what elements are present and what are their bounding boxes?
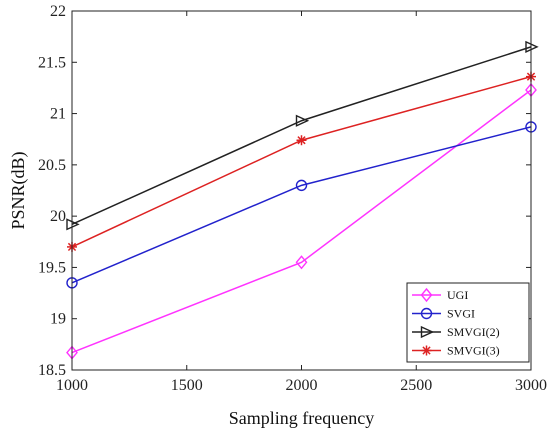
legend-label: SMVGI(3) bbox=[447, 344, 500, 358]
y-tick-label: 19 bbox=[50, 311, 66, 328]
y-tick-label: 19.5 bbox=[38, 259, 66, 276]
legend-label: SVGI bbox=[447, 307, 475, 321]
y-tick-label: 20.5 bbox=[38, 157, 66, 174]
x-axis-label: Sampling frequency bbox=[229, 408, 374, 428]
y-tick-label: 20 bbox=[50, 208, 66, 225]
ticks-layer: 1000 1500 2000 2500 3000 18.5 19 19.5 20 20.5 21 21… bbox=[38, 3, 547, 394]
legend-label: SMVGI(2) bbox=[447, 325, 500, 339]
legend-marker bbox=[420, 287, 433, 303]
y-axis-label: PSNR(dB) bbox=[8, 151, 29, 229]
y-tick-label: 21.5 bbox=[38, 54, 66, 71]
x-tick-label: 1000 bbox=[56, 377, 88, 394]
series-line-0 bbox=[71, 89, 532, 354]
legend-label: UGI bbox=[447, 288, 468, 302]
data-point bbox=[295, 114, 310, 127]
y-tick-label: 22 bbox=[50, 3, 66, 20]
x-tick-label: 2000 bbox=[286, 377, 318, 394]
series-line-2 bbox=[71, 46, 532, 226]
data-point bbox=[295, 255, 308, 270]
legend-marker bbox=[420, 307, 433, 320]
x-tick-label: 2500 bbox=[400, 377, 432, 394]
legend-marker bbox=[420, 325, 435, 339]
data-point bbox=[296, 135, 307, 146]
x-tick-label: 1500 bbox=[171, 377, 203, 394]
data-point bbox=[295, 179, 308, 192]
legend-marker bbox=[421, 345, 432, 356]
x-tick-label: 3000 bbox=[515, 377, 547, 394]
series-line-1 bbox=[71, 126, 532, 284]
y-tick-label: 21 bbox=[50, 106, 66, 123]
legend: UGI SVGI SMVGI(2) SMVGI(3) bbox=[406, 282, 530, 363]
series-line-3 bbox=[71, 75, 532, 248]
y-tick-label: 18.5 bbox=[38, 362, 66, 379]
